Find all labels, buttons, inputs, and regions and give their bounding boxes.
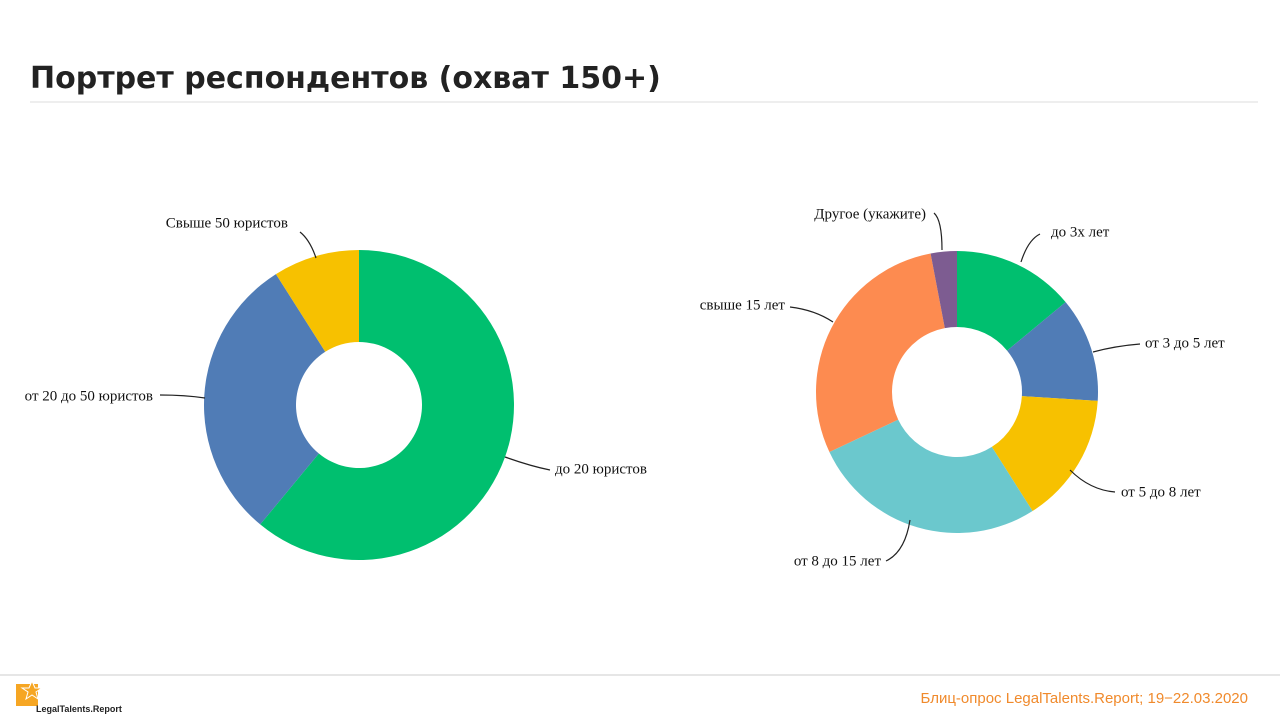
logo-text: LegalTalents.Report bbox=[36, 704, 122, 714]
slice-label: свыше 15 лет bbox=[700, 297, 786, 313]
slice-label: до 20 юристов bbox=[555, 461, 647, 477]
donut-slice bbox=[816, 253, 945, 453]
leader-line bbox=[885, 519, 911, 562]
slice-label: от 20 до 50 юристов bbox=[25, 388, 153, 404]
leader-line bbox=[159, 394, 206, 399]
donut-slice bbox=[1007, 302, 1098, 401]
slice-label: Свыше 50 юристов bbox=[166, 215, 288, 231]
slice-label: до 3х лет bbox=[1051, 224, 1110, 240]
donut-slice bbox=[930, 251, 957, 329]
leader-line bbox=[789, 306, 834, 323]
donut-slice bbox=[275, 250, 359, 352]
leader-line bbox=[1069, 469, 1116, 493]
leader-line bbox=[1092, 343, 1141, 353]
slice-label: от 3 до 5 лет bbox=[1145, 335, 1225, 351]
slice-label: от 8 до 15 лет bbox=[794, 553, 882, 569]
slice-label: от 5 до 8 лет bbox=[1121, 484, 1201, 500]
donut-slice bbox=[260, 250, 514, 560]
leader-line bbox=[299, 231, 317, 259]
slide-title: Портрет респондентов (охват 150+) bbox=[30, 61, 661, 96]
logo-star bbox=[20, 679, 44, 701]
slice-label: Другое (укажите) bbox=[814, 206, 926, 222]
donut-slice bbox=[991, 396, 1098, 512]
donut-slice bbox=[829, 419, 1033, 533]
leader-line bbox=[933, 212, 943, 251]
donut-slice bbox=[203, 274, 326, 525]
footer-note: Блиц-опрос LegalTalents.Report; 19−22.03… bbox=[921, 690, 1248, 707]
leader-line bbox=[1020, 233, 1041, 263]
donut-slice bbox=[957, 251, 1066, 351]
leader-line bbox=[504, 456, 551, 471]
